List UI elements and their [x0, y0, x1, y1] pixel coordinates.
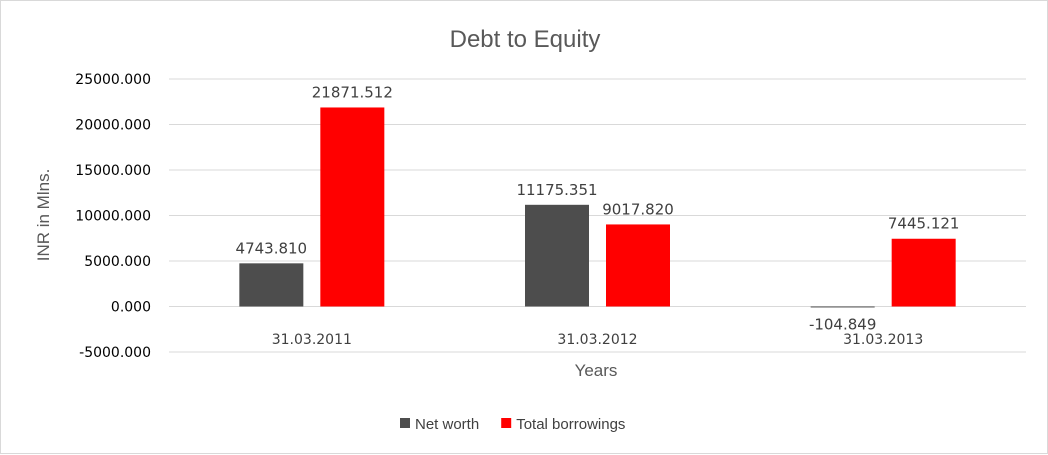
x-axis-categories: 31.03.2011 31.03.2012 31.03.2013 [272, 332, 924, 348]
x-category-label: 31.03.2011 [272, 332, 352, 348]
legend-swatch [400, 418, 410, 428]
y-tick-label: -5000.000 [79, 345, 151, 361]
legend-swatch [501, 418, 512, 428]
net-worth-bar [525, 204, 589, 307]
data-label: 4743.810 [236, 239, 308, 257]
total-borrowings-bar [891, 238, 956, 307]
total-borrowings-bar [320, 107, 385, 307]
total-borrowings-bar [606, 224, 670, 307]
chart-title: Debt to Equity [450, 26, 601, 53]
x-axis-title: Years [575, 361, 618, 380]
data-label: -104.849 [809, 315, 876, 333]
gridlines [169, 78, 1026, 353]
y-axis-ticks: -5000.000 0.000 5000.000 10000.000 15000.000… [75, 72, 151, 361]
data-labels: 4743.810 21871.512 11175.351 9017.820 -104.8… [236, 83, 960, 333]
legend-label: Net worth [415, 416, 479, 433]
bars [239, 107, 956, 308]
x-category-label: 31.03.2012 [557, 332, 637, 348]
y-tick-label: 15000.000 [75, 163, 151, 179]
net-worth-bar [810, 306, 875, 308]
x-category-label: 31.03.2013 [843, 332, 923, 348]
data-label: 9017.820 [602, 200, 674, 218]
y-tick-label: 5000.000 [84, 254, 151, 270]
y-axis-title: INR in Mlns. [34, 169, 53, 262]
data-label: 11175.351 [516, 181, 597, 199]
data-label: 7445.121 [888, 215, 960, 233]
y-tick-label: 0.000 [111, 300, 151, 316]
net-worth-bar [239, 263, 304, 307]
legend: Net worth Total borrowings [400, 416, 625, 433]
y-tick-label: 20000.000 [75, 118, 151, 134]
legend-label: Total borrowings [516, 416, 625, 433]
y-tick-label: 10000.000 [75, 209, 151, 225]
data-label: 21871.512 [312, 83, 393, 101]
y-tick-label: 25000.000 [75, 72, 151, 88]
